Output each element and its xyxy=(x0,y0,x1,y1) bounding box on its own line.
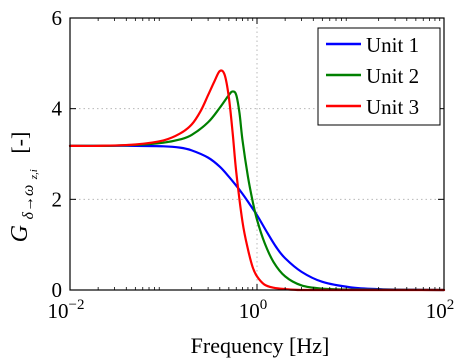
legend: Unit 1 Unit 2 Unit 3 xyxy=(317,27,441,126)
y-axis-subsubscript: z,i xyxy=(28,169,40,180)
y-axis-unit: [-] xyxy=(7,132,32,154)
x-tick-label: 100 xyxy=(239,297,268,323)
series-line-unit-2 xyxy=(68,90,446,292)
y-axis-label: G δ→ω z,i [-] xyxy=(7,132,42,243)
series-line-unit-1 xyxy=(68,144,446,292)
y-tick-label: 6 xyxy=(52,6,63,30)
y-axis-subscript: δ→ω xyxy=(20,185,37,220)
x-tick-label: 102 xyxy=(426,297,455,323)
series-lines xyxy=(68,69,446,292)
x-axis-label: Frequency [Hz] xyxy=(191,333,330,358)
axis-ticks: 10−2 100 102 0 2 4 6 xyxy=(48,6,455,323)
legend-label-unit-2: Unit 2 xyxy=(366,64,419,88)
x-tick-label: 10−2 xyxy=(48,297,85,323)
y-tick-label: 2 xyxy=(52,187,63,211)
y-tick-label: 4 xyxy=(52,97,63,121)
series-line-unit-3 xyxy=(68,69,446,292)
legend-label-unit-1: Unit 1 xyxy=(366,33,419,57)
legend-label-unit-3: Unit 3 xyxy=(366,95,419,119)
y-tick-label: 0 xyxy=(52,278,63,302)
y-axis-symbol: G xyxy=(7,225,33,242)
